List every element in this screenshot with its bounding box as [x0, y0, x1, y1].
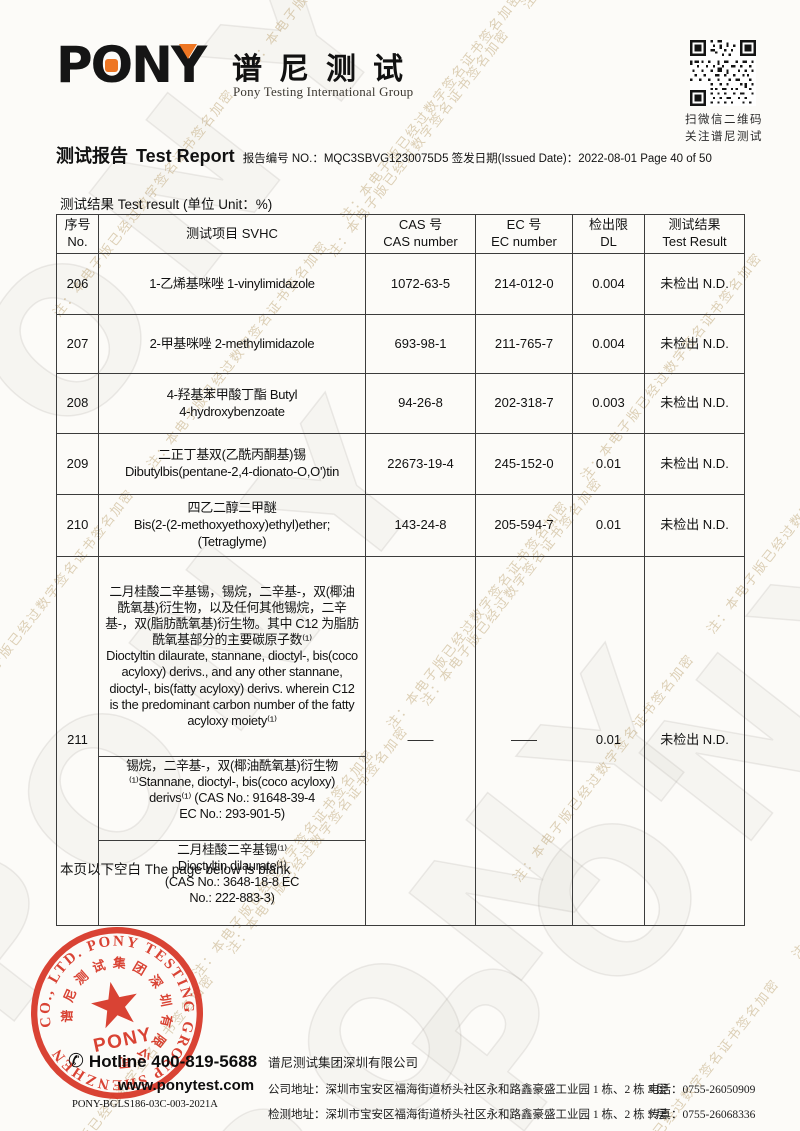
col-header-svhc: 测试项目 SVHC	[98, 214, 366, 254]
logo-orange-square	[104, 59, 118, 72]
cell-ec: 205-594-7	[475, 494, 573, 557]
stamp-star-icon	[91, 981, 137, 1029]
cell-svhc: 四乙二醇二甲醚 Bis(2-(2-methoxyethoxy)ethyl)eth…	[98, 494, 366, 557]
company-fax: 传真：0755-26068336	[648, 1109, 756, 1121]
qr-caption: 扫微信二维码 关注谱尼测试	[685, 114, 763, 144]
cell-no: 210	[56, 494, 99, 557]
cell-dl: 0.01	[572, 494, 645, 557]
svhc-subcell: 二月桂酸二辛基锡⁽¹⁾ Dioctyltin dilaurate⁽¹⁾ (CAS…	[99, 839, 365, 908]
cell-ec: 211-765-7	[475, 314, 573, 374]
pony-logo: P O N Y	[56, 36, 207, 94]
cell-result: 未检出 N.D.	[644, 253, 745, 315]
cell-ec: 245-152-0	[475, 433, 573, 495]
cell-ec: 202-318-7	[475, 373, 573, 434]
company-address-row: 公司地址：深圳市宝安区福海街道桥头社区永和路鑫豪盛工业园 1 栋、2 栋 3 层…	[268, 1081, 755, 1097]
logo-chinese-name: 谱尼测试	[232, 53, 420, 86]
qr-code	[690, 40, 756, 106]
website-link[interactable]: www.ponytest.com	[118, 1077, 255, 1094]
svhc-subcell: 二月桂酸二辛基锡，锡烷，二辛基-，双(椰油酰氧基)衍生物，以及任何其他锡烷，二辛…	[105, 583, 359, 728]
col-header-ec: EC 号 EC number	[475, 214, 573, 254]
stamp-ring	[31, 927, 203, 1099]
col-header-cas: CAS 号 CAS number	[365, 214, 476, 254]
logo-letter-p: P	[56, 36, 93, 94]
cell-svhc: 1-乙烯基咪唑 1-vinylimidazole	[98, 253, 366, 315]
logo-letter-o: O	[91, 40, 133, 90]
cell-dl: 0.004	[572, 314, 645, 374]
cell-result: 未检出 N.D.	[644, 433, 745, 495]
cell-no: 209	[56, 433, 99, 495]
testing-address: 检测地址：深圳市宝安区福海街道桥头社区永和路鑫豪盛工业园 1 栋、2 栋 3 层	[268, 1109, 668, 1121]
cell-cas: 1072-63-5	[365, 253, 476, 315]
page-blank-note: 本页以下空白 The page below is blank	[60, 862, 291, 877]
table-header-row: 序号 No. 测试项目 SVHC CAS 号 CAS number EC 号 E…	[56, 214, 745, 254]
cell-dl: 0.01	[572, 556, 645, 926]
cell-ec: ——	[475, 556, 573, 926]
report-title-row: 测试报告 Test Report 报告编号 NO.：MQC3SBVG123007…	[56, 142, 712, 168]
company-footer: 谱尼测试集团深圳有限公司 公司地址：深圳市宝安区福海街道桥头社区永和路鑫豪盛工业…	[268, 1052, 755, 1131]
cell-dl: 0.003	[572, 373, 645, 434]
report-meta: 报告编号 NO.：MQC3SBVG1230075D5 签发日期(Issued D…	[242, 153, 712, 165]
logo-letter-y: Y	[171, 40, 207, 90]
table-caption: 测试结果 Test result (单位 Unit：%)	[60, 197, 273, 212]
cell-svhc: 二正丁基双(乙酰丙酮基)锡 Dibutylbis(pentane-2,4-dio…	[98, 433, 366, 495]
cell-result: 未检出 N.D.	[644, 556, 745, 926]
hotline-text: Hotline 400-819-5688	[88, 1051, 258, 1071]
svhc-subcell: 锡烷，二辛基-，双(椰油酰氧基)衍生物 ⁽¹⁾Stannane, dioctyl…	[99, 755, 365, 823]
cell-no: 207	[56, 314, 99, 374]
table-row: 207 2-甲基咪唑 2-methylimidazole 693-98-1 21…	[56, 314, 745, 374]
cell-no: 206	[56, 253, 99, 315]
table-row: 206 1-乙烯基咪唑 1-vinylimidazole 1072-63-5 2…	[56, 253, 745, 315]
company-address: 公司地址：深圳市宝安区福海街道桥头社区永和路鑫豪盛工业园 1 栋、2 栋 3 层	[268, 1084, 668, 1096]
col-header-no: 序号 No.	[56, 214, 99, 254]
report-title-cn: 测试报告	[56, 146, 128, 166]
logo-letter-n: N	[131, 36, 173, 94]
cell-cas: 693-98-1	[365, 314, 476, 374]
cell-cas: 94-26-8	[365, 373, 476, 434]
cell-cas: ——	[365, 556, 476, 926]
table-row: 209 二正丁基双(乙酰丙酮基)锡 Dibutylbis(pentane-2,4…	[56, 433, 745, 495]
company-phone: 电话：0755-26050909	[648, 1084, 756, 1096]
col-header-result: 测试结果 Test Result	[644, 214, 745, 254]
cell-svhc-group: 二月桂酸二辛基锡，锡烷，二辛基-，双(椰油酰氧基)衍生物，以及任何其他锡烷，二辛…	[98, 556, 366, 926]
table-row-211: 211 二月桂酸二辛基锡，锡烷，二辛基-，双(椰油酰氧基)衍生物，以及任何其他锡…	[56, 556, 745, 926]
cell-result: 未检出 N.D.	[644, 314, 745, 374]
cell-svhc: 2-甲基咪唑 2-methylimidazole	[98, 314, 366, 374]
cell-dl: 0.004	[572, 253, 645, 315]
cell-svhc: 4-羟基苯甲酸丁酯 Butyl 4-hydroxybenzoate	[98, 373, 366, 434]
col-header-dl: 检出限 DL	[572, 214, 645, 254]
logo-orange-triangle-icon	[179, 44, 198, 59]
company-name: 谱尼测试集团深圳有限公司	[268, 1056, 419, 1070]
hotline-block: ✆ Hotline 400-819-5688 www.ponytest.com …	[68, 1050, 257, 1110]
logo-english-name: Pony Testing International Group	[233, 84, 414, 99]
phone-icon: ✆	[68, 1051, 84, 1072]
table-row: 210 四乙二醇二甲醚 Bis(2-(2-methoxyethoxy)ethyl…	[56, 494, 745, 557]
cell-cas: 143-24-8	[365, 494, 476, 557]
cell-cas: 22673-19-4	[365, 433, 476, 495]
cell-result: 未检出 N.D.	[644, 494, 745, 557]
cell-result: 未检出 N.D.	[644, 373, 745, 434]
cell-ec: 214-012-0	[475, 253, 573, 315]
cell-no: 208	[56, 373, 99, 434]
document-code: PONY-BGLS186-03C-003-2021A	[72, 1099, 218, 1110]
cell-dl: 0.01	[572, 433, 645, 495]
report-title-en: Test Report	[136, 146, 235, 166]
table-row: 208 4-羟基苯甲酸丁酯 Butyl 4-hydroxybenzoate 94…	[56, 373, 745, 434]
result-table: 序号 No. 测试项目 SVHC CAS 号 CAS number EC 号 E…	[56, 214, 745, 926]
company-stamp: CO., LTD. PONY TESTING GROUP SHENZHEN 谱尼…	[23, 919, 212, 1108]
testing-address-row: 检测地址：深圳市宝安区福海街道桥头社区永和路鑫豪盛工业园 1 栋、2 栋 3 层…	[268, 1106, 755, 1122]
